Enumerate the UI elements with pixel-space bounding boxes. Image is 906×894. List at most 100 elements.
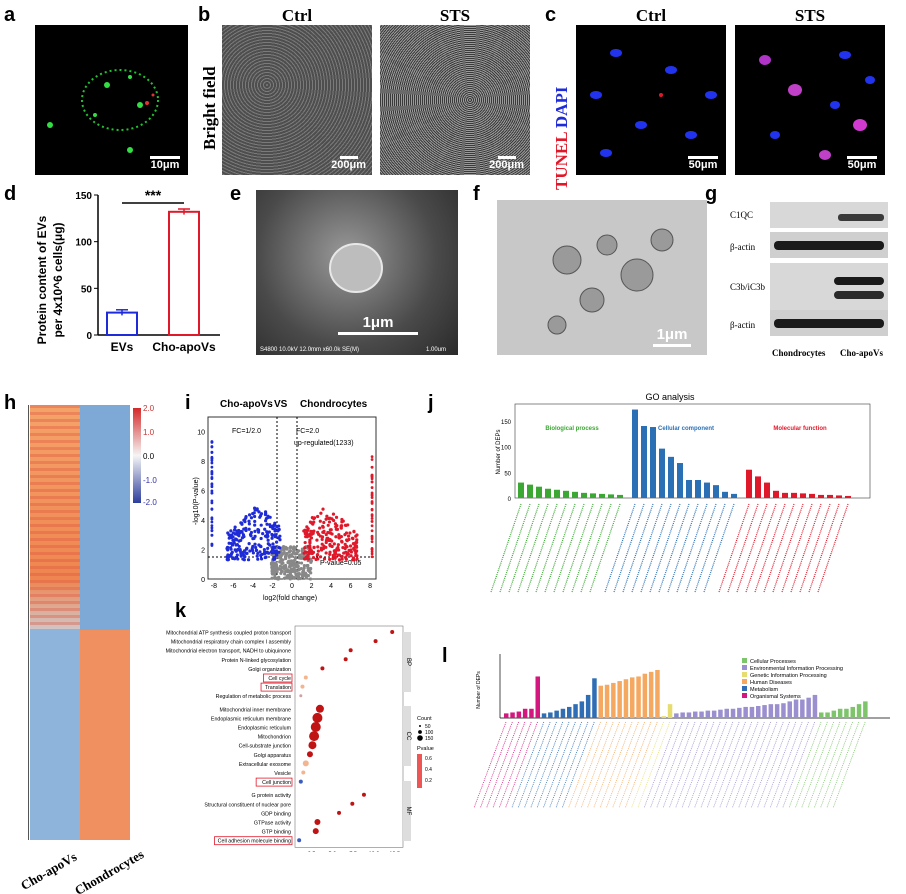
go-bar — [581, 492, 587, 498]
volcano-point-up — [348, 531, 352, 535]
volcano-point-down — [244, 516, 248, 520]
go-category-label: Molecular function — [773, 426, 827, 432]
panel-label-f: f — [473, 183, 480, 205]
volcano-point-down — [267, 530, 271, 534]
volcano-point-ns — [288, 559, 292, 563]
volcano-point-ns — [283, 576, 287, 580]
kegg-term-label-placeholder — [744, 721, 778, 809]
dot-plot-term: Vesicle — [274, 771, 291, 777]
dot-plot-point — [312, 712, 323, 723]
volcano-point-down — [210, 476, 214, 479]
volcano-point-up — [327, 538, 331, 542]
kegg-term-label-placeholder — [713, 721, 746, 809]
volcano-point-up — [315, 553, 319, 557]
pvalue-label: P-value=0.05 — [320, 560, 362, 567]
dot-plot-point — [301, 770, 306, 775]
volcano-point-up — [345, 539, 349, 543]
kegg-bar — [617, 681, 622, 718]
go-analysis-chart: GO analysis 0 50 100 150 Number of DEPs Biolog… — [490, 392, 871, 593]
volcano-point-down — [269, 524, 273, 529]
volcano-point-up — [370, 500, 374, 503]
scale-bar-label: 10μm — [150, 159, 180, 171]
kegg-bar — [737, 707, 742, 718]
kegg-term-label-placeholder — [473, 721, 507, 809]
enrichment-dot-plot: Mitochondrial ATP synthesis coupled prot… — [140, 620, 440, 865]
go-term-label-placeholder — [649, 503, 681, 593]
kegg-bar — [623, 679, 629, 718]
volcano-point-up — [324, 551, 328, 555]
volcano-point-up — [308, 540, 312, 544]
volcano-point-down — [236, 557, 240, 561]
scale-bar-b2: 200μm — [489, 155, 524, 171]
go-bar — [755, 476, 761, 498]
kegg-bar — [642, 673, 648, 718]
volcano-point-up — [370, 508, 374, 512]
volcano-point-down — [265, 551, 269, 555]
kegg-bar — [863, 701, 868, 718]
dapi-label: DAPI — [552, 86, 571, 129]
kegg-bar — [655, 670, 660, 718]
go-term-label-placeholder — [508, 503, 540, 593]
volcano-point-down — [235, 538, 239, 542]
volcano-point-down — [266, 546, 270, 550]
go-bar — [827, 494, 833, 498]
volcano-point-down — [278, 546, 282, 550]
go-bar — [722, 491, 728, 498]
volcano-point-down — [253, 529, 257, 533]
y-axis-label-line: per 4x10^6 cells(μg) — [51, 222, 65, 337]
go-term-label-placeholder — [604, 503, 636, 593]
volcano-point-down — [265, 522, 269, 526]
volcano-point-ns — [301, 570, 305, 574]
volcano-point-down — [261, 532, 265, 536]
volcano-point-up — [336, 547, 340, 551]
panel-label-l: l — [442, 645, 448, 667]
volcano-point-up — [332, 542, 336, 546]
volcano-point-down — [210, 482, 214, 486]
volcano-point-down — [274, 549, 279, 553]
go-term-label-placeholder — [544, 503, 576, 593]
tunel-dapi-label: TUNEL DAPI — [552, 87, 572, 190]
go-bar — [773, 490, 779, 498]
volcano-point-up — [354, 549, 358, 553]
volcano-point-up — [355, 554, 359, 558]
volcano-point-up — [328, 550, 332, 554]
volcano-point-down — [210, 445, 214, 449]
volcano-point-down — [210, 485, 214, 489]
volcano-point-up — [315, 538, 319, 542]
volcano-point-up — [327, 520, 332, 524]
volcano-point-down — [225, 545, 230, 549]
volcano-ytick-label: 6 — [201, 489, 205, 496]
volcano-point-down — [253, 523, 257, 527]
go-bar — [686, 480, 692, 498]
b-header-sts: STS — [439, 6, 471, 25]
volcano-point-up — [340, 554, 344, 559]
volcano-point-down — [237, 528, 241, 533]
volcano-point-down — [230, 550, 234, 554]
go-bar — [632, 409, 638, 498]
group-label: MF — [405, 807, 411, 816]
volcano-point-down — [210, 440, 214, 443]
blot-row-label: β-actin — [730, 320, 756, 330]
go-title: GO analysis — [645, 392, 695, 402]
kegg-term-label-placeholder — [719, 721, 753, 809]
term-highlight-box — [255, 777, 293, 787]
go-term-label-placeholder — [631, 503, 663, 593]
go-bar — [563, 490, 569, 498]
volcano-point-up — [322, 520, 326, 525]
volcano-point-down — [210, 533, 214, 537]
volcano-point-down — [227, 533, 231, 537]
volcano-point-ns — [291, 546, 295, 551]
volcano-point-up — [336, 543, 340, 547]
volcano-point-down — [266, 538, 270, 542]
dot-plot-term: Mitochondrial ATP synthesis coupled prot… — [166, 631, 291, 637]
volcano-point-up — [348, 544, 353, 548]
volcano-point-down — [210, 472, 214, 476]
go-bar — [704, 482, 710, 498]
volcano-point-ns — [275, 566, 279, 571]
go-term-label-placeholder — [727, 503, 759, 593]
volcano-point-ns — [287, 554, 291, 558]
volcano-point-ns — [309, 560, 313, 564]
volcano-point-ns — [290, 552, 294, 557]
volcano-point-up — [335, 523, 339, 528]
volcano-xtick-label: -6 — [230, 583, 236, 590]
